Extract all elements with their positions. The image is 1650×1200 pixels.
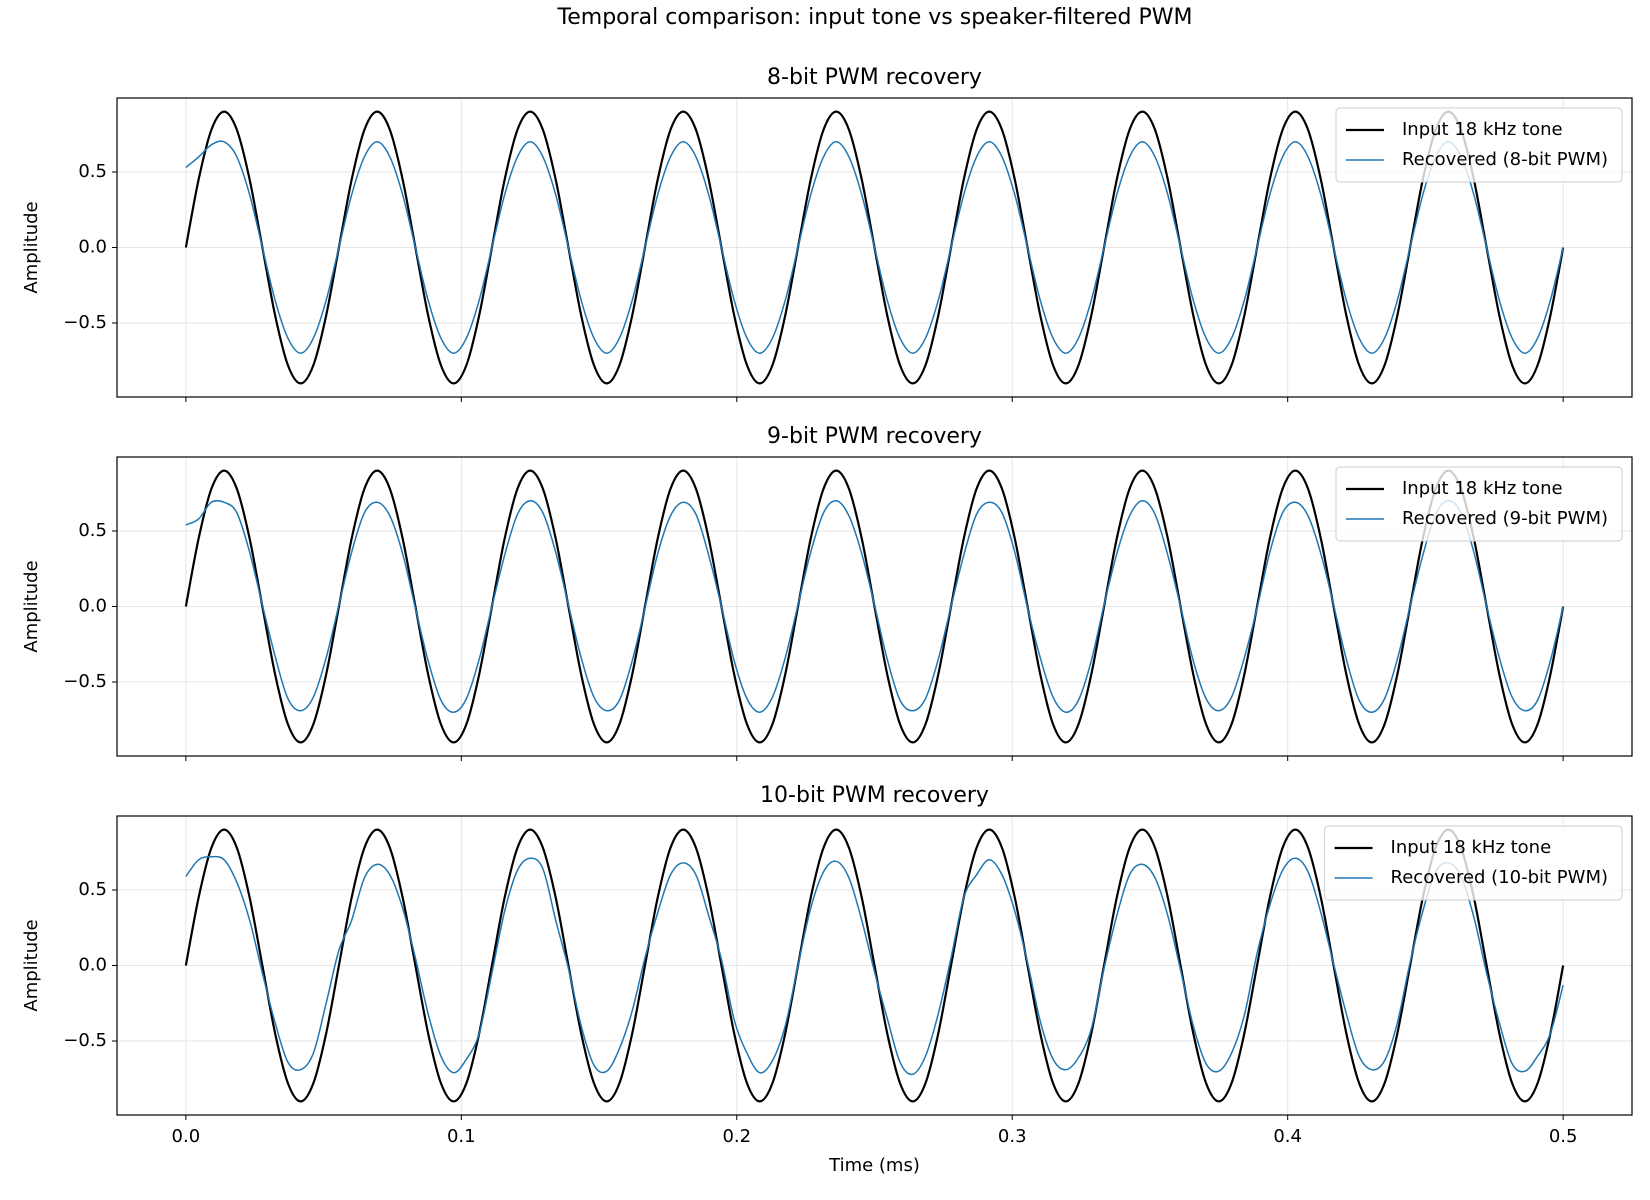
- subplot-title: 10-bit PWM recovery: [760, 783, 989, 808]
- legend-label: Recovered (10-bit PWM): [1391, 867, 1608, 888]
- legend-label: Input 18 kHz tone: [1391, 837, 1552, 858]
- y-axis-label: Amplitude: [21, 560, 42, 652]
- x-tick-label: 0.2: [722, 1126, 751, 1147]
- legend: Input 18 kHz tone Recovered (10-bit PWM): [1324, 825, 1623, 901]
- plot-area: [184, 828, 1565, 1103]
- figure-title: Temporal comparison: input tone vs speak…: [557, 5, 1193, 30]
- y-tick-label: 0.5: [78, 161, 107, 182]
- legend-label: Input 18 kHz tone: [1402, 478, 1563, 499]
- y-tick-label: 0.0: [78, 237, 107, 258]
- legend: Input 18 kHz tone Recovered (9-bit PWM): [1335, 466, 1623, 542]
- y-tick-label: 0.5: [78, 520, 107, 541]
- subplot-title: 8-bit PWM recovery: [767, 65, 982, 90]
- legend-label: Recovered (9-bit PWM): [1402, 508, 1608, 529]
- subplot-title: 9-bit PWM recovery: [767, 424, 982, 449]
- legend: Input 18 kHz tone Recovered (8-bit PWM): [1335, 107, 1623, 183]
- series-line: [185, 140, 1564, 354]
- legend-box: [1335, 466, 1623, 542]
- y-axis-label: Amplitude: [21, 201, 42, 293]
- plot-area: [184, 469, 1565, 744]
- y-tick-label: 0.0: [78, 596, 107, 617]
- legend-label: Recovered (8-bit PWM): [1402, 149, 1608, 170]
- x-axis-label: Time (ms): [828, 1155, 920, 1176]
- x-tick-label: 0.5: [1549, 1126, 1578, 1147]
- legend-box: [1324, 825, 1623, 901]
- x-tick-label: 0.4: [1273, 1126, 1302, 1147]
- x-tick-label: 0.0: [172, 1126, 201, 1147]
- x-tick-label: 0.3: [998, 1126, 1027, 1147]
- legend-label: Input 18 kHz tone: [1402, 119, 1563, 140]
- y-tick-label: −0.5: [63, 671, 107, 692]
- series-line: [185, 499, 1564, 713]
- y-axis-label: Amplitude: [21, 919, 42, 1011]
- y-tick-label: −0.5: [63, 312, 107, 333]
- y-tick-label: −0.5: [63, 1030, 107, 1051]
- axes-frame: [116, 815, 1633, 1116]
- y-tick-label: 0.5: [78, 879, 107, 900]
- axes-frame: [116, 97, 1633, 398]
- series-line: [185, 855, 1564, 1076]
- x-tick-label: 0.1: [447, 1126, 476, 1147]
- plot-area: [184, 110, 1565, 385]
- legend-box: [1335, 107, 1623, 183]
- axes-frame: [116, 456, 1633, 757]
- y-tick-label: 0.0: [78, 955, 107, 976]
